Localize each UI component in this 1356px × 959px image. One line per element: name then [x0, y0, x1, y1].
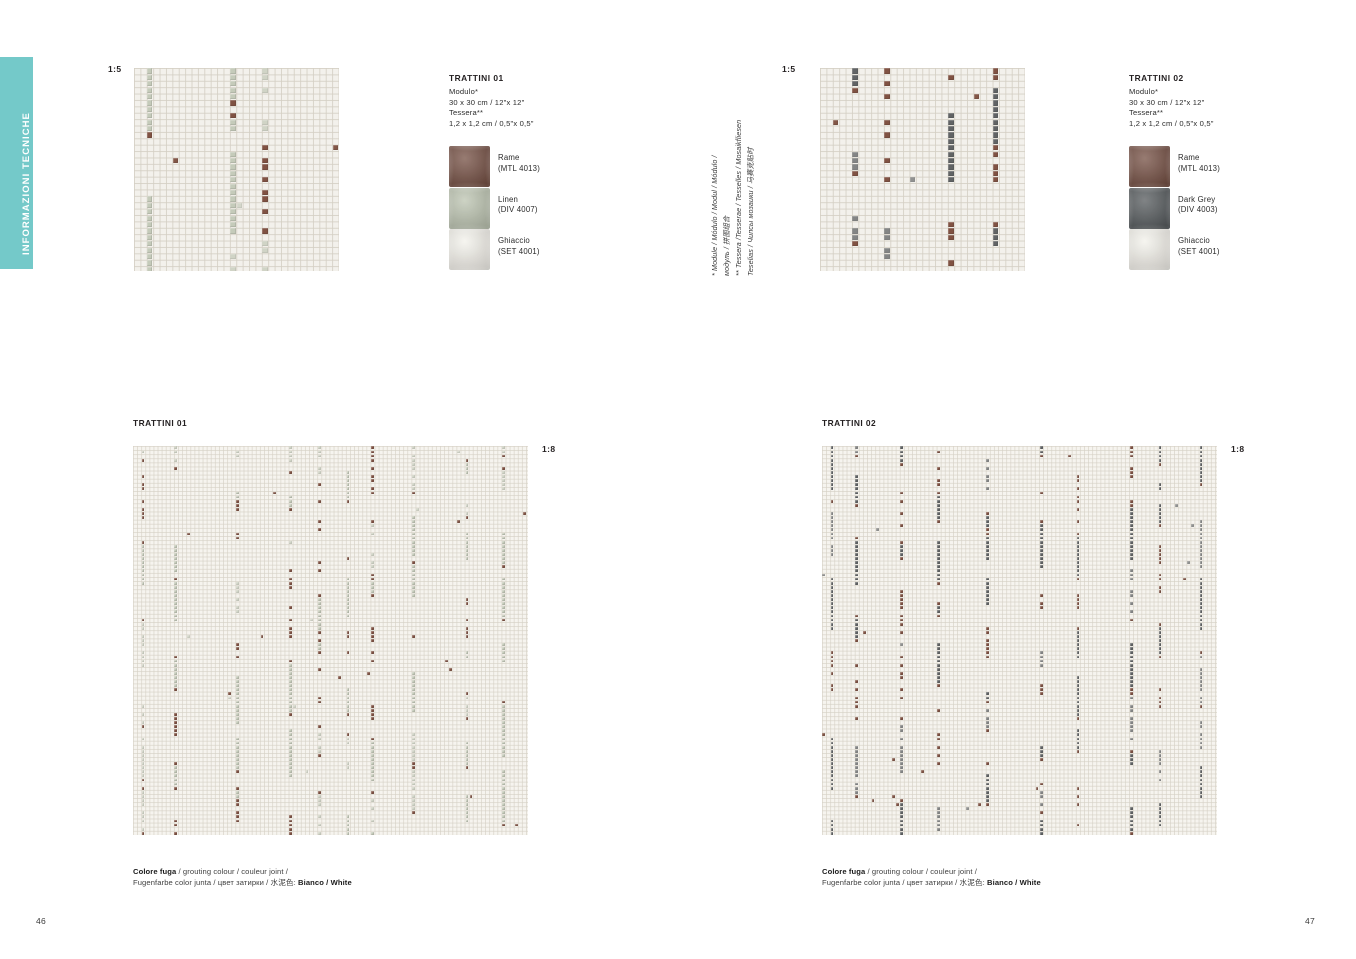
caption-label: Colore fuga — [133, 867, 177, 876]
colour-name: Rame — [498, 153, 520, 162]
colour-swatch-row[interactable]: Rame (MTL 4013) — [449, 146, 619, 188]
tile-board-trattini-01-large — [133, 446, 528, 835]
colour-chip-ghiaccio — [1129, 229, 1170, 270]
tile-board-trattini-02-small — [820, 68, 1025, 271]
section-tab-informazioni-tecniche[interactable]: INFORMAZIONI TECNICHE — [0, 57, 33, 269]
colour-chip-linen — [449, 187, 490, 229]
tessera-label: Tessera** — [449, 108, 484, 118]
section-tab-label: INFORMAZIONI TECNICHE — [21, 112, 32, 255]
colour-swatch-row[interactable]: Dark Grey (DIV 4003) — [1129, 187, 1299, 230]
tile-mosaic-pattern — [820, 68, 1025, 271]
scale-label-left-large: 1:8 — [542, 444, 556, 454]
colour-swatch-list-trattini-02: Rame (MTL 4013) Dark Grey (DIV 4003) Ghi… — [1129, 146, 1299, 271]
tile-board-trattini-02-large — [822, 446, 1217, 835]
footnote-line-4: Teselias / Чипсы мозаики / 马赛克贴时 — [746, 147, 755, 276]
caption-langs-2: Fugenfarbe color junta / цвет затирки / … — [822, 878, 988, 888]
tile-mosaic-pattern — [822, 446, 1217, 835]
tile-mosaic-pattern — [133, 446, 528, 835]
tile-mosaic-pattern — [134, 68, 339, 271]
tessera-value: 1,2 x 1,2 cm / 0,5"x 0,5" — [1129, 118, 1214, 128]
tile-grid — [133, 446, 528, 835]
modulo-label: Modulo* — [449, 87, 479, 96]
colour-swatch-list-trattini-01: Rame (MTL 4013) Linen (DIV 4007) Ghiacci… — [449, 146, 619, 271]
colour-swatch-row[interactable]: Rame (MTL 4013) — [1129, 146, 1299, 188]
colour-name: Rame — [1178, 153, 1200, 162]
colour-swatch-row[interactable]: Ghiaccio (SET 4001) — [449, 229, 619, 271]
tile-grid — [134, 68, 339, 271]
grout-colour-value: Bianco / White — [987, 878, 1041, 888]
tile-board-trattini-01-small — [134, 68, 339, 271]
scale-label-right-large: 1:8 — [1231, 444, 1245, 454]
caption-langs-2: Fugenfarbe color junta / цвет затирки / … — [133, 878, 299, 888]
scale-label-left-small: 1:5 — [108, 64, 122, 74]
footnote-legend-rotated: * Module / Módulo / Modul / Módulo / мод… — [703, 60, 763, 280]
caption-langs-1: / grouting colour / couleur joint / — [176, 867, 288, 876]
scale-label-right-small: 1:5 — [782, 64, 796, 74]
grout-caption-right: Colore fuga / grouting colour / couleur … — [822, 866, 1242, 888]
spec-block-trattini-01: TRATTINI 01 Modulo* 30 x 30 cm / 12"x 12… — [449, 73, 609, 129]
colour-name: Ghiaccio — [1178, 236, 1210, 245]
grout-colour-value: Bianco / White — [298, 878, 352, 888]
colour-chip-ghiaccio — [449, 229, 490, 270]
panel-title-left: TRATTINI 01 — [449, 73, 504, 83]
caption-langs-1: / grouting colour / couleur joint / — [865, 867, 977, 876]
colour-code: (SET 4001) — [498, 246, 540, 256]
colour-swatch-row[interactable]: Linen (DIV 4007) — [449, 187, 619, 230]
spec-block-trattini-02: TRATTINI 02 Modulo* 30 x 30 cm / 12"x 12… — [1129, 73, 1289, 129]
colour-code: (SET 4001) — [1178, 246, 1220, 256]
colour-chip-rame — [1129, 146, 1170, 187]
caption-label: Colore fuga — [822, 867, 866, 876]
modulo-value: 30 x 30 cm / 12"x 12" — [1129, 97, 1205, 107]
colour-name: Linen — [498, 194, 519, 204]
modulo-label: Modulo* — [1129, 87, 1159, 96]
modulo-value: 30 x 30 cm / 12"x 12" — [449, 97, 525, 107]
tessera-value: 1,2 x 1,2 cm / 0,5"x 0,5" — [449, 118, 534, 128]
page-number-right: 47 — [1305, 916, 1316, 926]
colour-name: Ghiaccio — [498, 236, 530, 245]
big-panel-title-left: TRATTINI 01 — [133, 418, 188, 428]
panel-title-right: TRATTINI 02 — [1129, 73, 1184, 83]
page-number-left: 46 — [36, 916, 47, 926]
big-panel-title-right: TRATTINI 02 — [822, 418, 877, 428]
colour-chip-rame — [449, 146, 490, 187]
colour-code: (MTL 4013) — [498, 163, 541, 173]
grout-caption-left: Colore fuga / grouting colour / couleur … — [133, 866, 553, 888]
colour-code: (DIV 4007) — [498, 205, 538, 215]
colour-code: (MTL 4013) — [1178, 163, 1221, 173]
tessera-label: Tessera** — [1129, 108, 1164, 118]
colour-code: (DIV 4003) — [1178, 205, 1218, 215]
colour-name: Dark Grey — [1178, 194, 1216, 204]
footnote-line-3: ** Tessera /Tesserae / Tesselles / Mosai… — [734, 119, 743, 276]
footnote-line-1: * Module / Módulo / Modul / Módulo / — [710, 155, 719, 276]
footnote-line-2: модуль / 拼图组合 — [722, 215, 731, 276]
colour-swatch-row[interactable]: Ghiaccio (SET 4001) — [1129, 229, 1299, 271]
colour-chip-dark-grey — [1129, 187, 1170, 229]
tile-grid — [822, 446, 1217, 835]
